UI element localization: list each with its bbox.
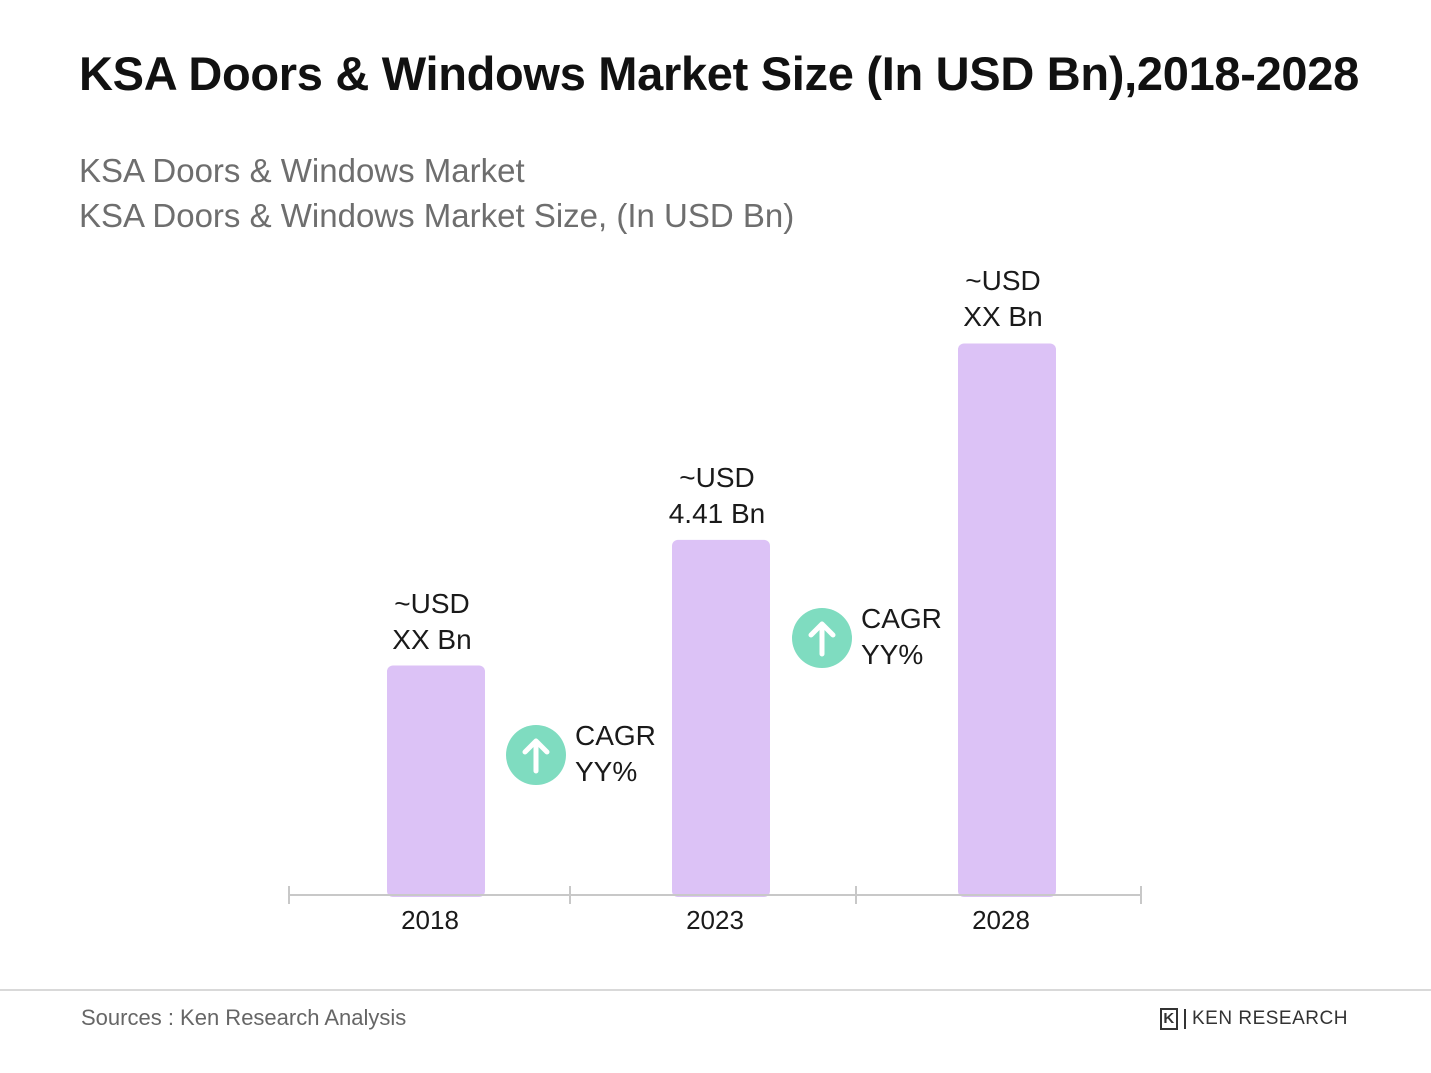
- bar-value-label-line: XX Bn: [963, 301, 1043, 333]
- arrow-up-icon: [522, 738, 550, 774]
- x-tick-label-2023: 2023: [686, 905, 744, 935]
- cagr-label-line: CAGR: [861, 603, 942, 634]
- bar-value-label-line: ~USD: [965, 265, 1041, 297]
- arrow-up-icon: [808, 621, 836, 657]
- cagr-label-1: CAGR YY%: [575, 718, 656, 790]
- bar-2023: [672, 539, 770, 897]
- x-tick-label-2018: 2018: [401, 905, 459, 935]
- bar-value-label-line: XX Bn: [392, 623, 472, 655]
- cagr-label-line: YY%: [575, 756, 638, 787]
- ken-research-logo: K KEN RESEARCH: [1160, 1008, 1348, 1030]
- bar-value-label-line: ~USD: [679, 461, 755, 493]
- bar-2018: [387, 665, 485, 897]
- chart-subtitle-line-2: KSA Doors & Windows Market Size, (In USD…: [79, 197, 795, 234]
- cagr-label-line: YY%: [861, 639, 924, 670]
- cagr-label-line: CAGR: [575, 720, 656, 751]
- bar-value-label-2023: ~USD 4.41 Bn: [617, 460, 817, 532]
- footer-divider: [0, 989, 1431, 991]
- chart-subtitle-line-1: KSA Doors & Windows Market: [79, 152, 525, 189]
- chart-title: KSA Doors & Windows Market Size (In USD …: [79, 47, 1359, 100]
- x-tick-label-2028: 2028: [972, 905, 1030, 935]
- bar-2028: [958, 343, 1056, 898]
- brand-mark-icon: K: [1160, 1008, 1178, 1030]
- bar-value-label-line: 4.41 Bn: [668, 497, 766, 529]
- brand-name: KEN RESEARCH: [1192, 1008, 1348, 1029]
- bar-value-label-line: ~USD: [394, 587, 470, 619]
- source-note: Sources : Ken Research Analysis: [81, 1005, 407, 1030]
- cagr-label-2: CAGR YY%: [861, 601, 942, 673]
- brand-separator: [1184, 1009, 1186, 1029]
- bar-value-label-2028: ~USD XX Bn: [903, 263, 1103, 335]
- bar-value-label-2018: ~USD XX Bn: [332, 586, 532, 658]
